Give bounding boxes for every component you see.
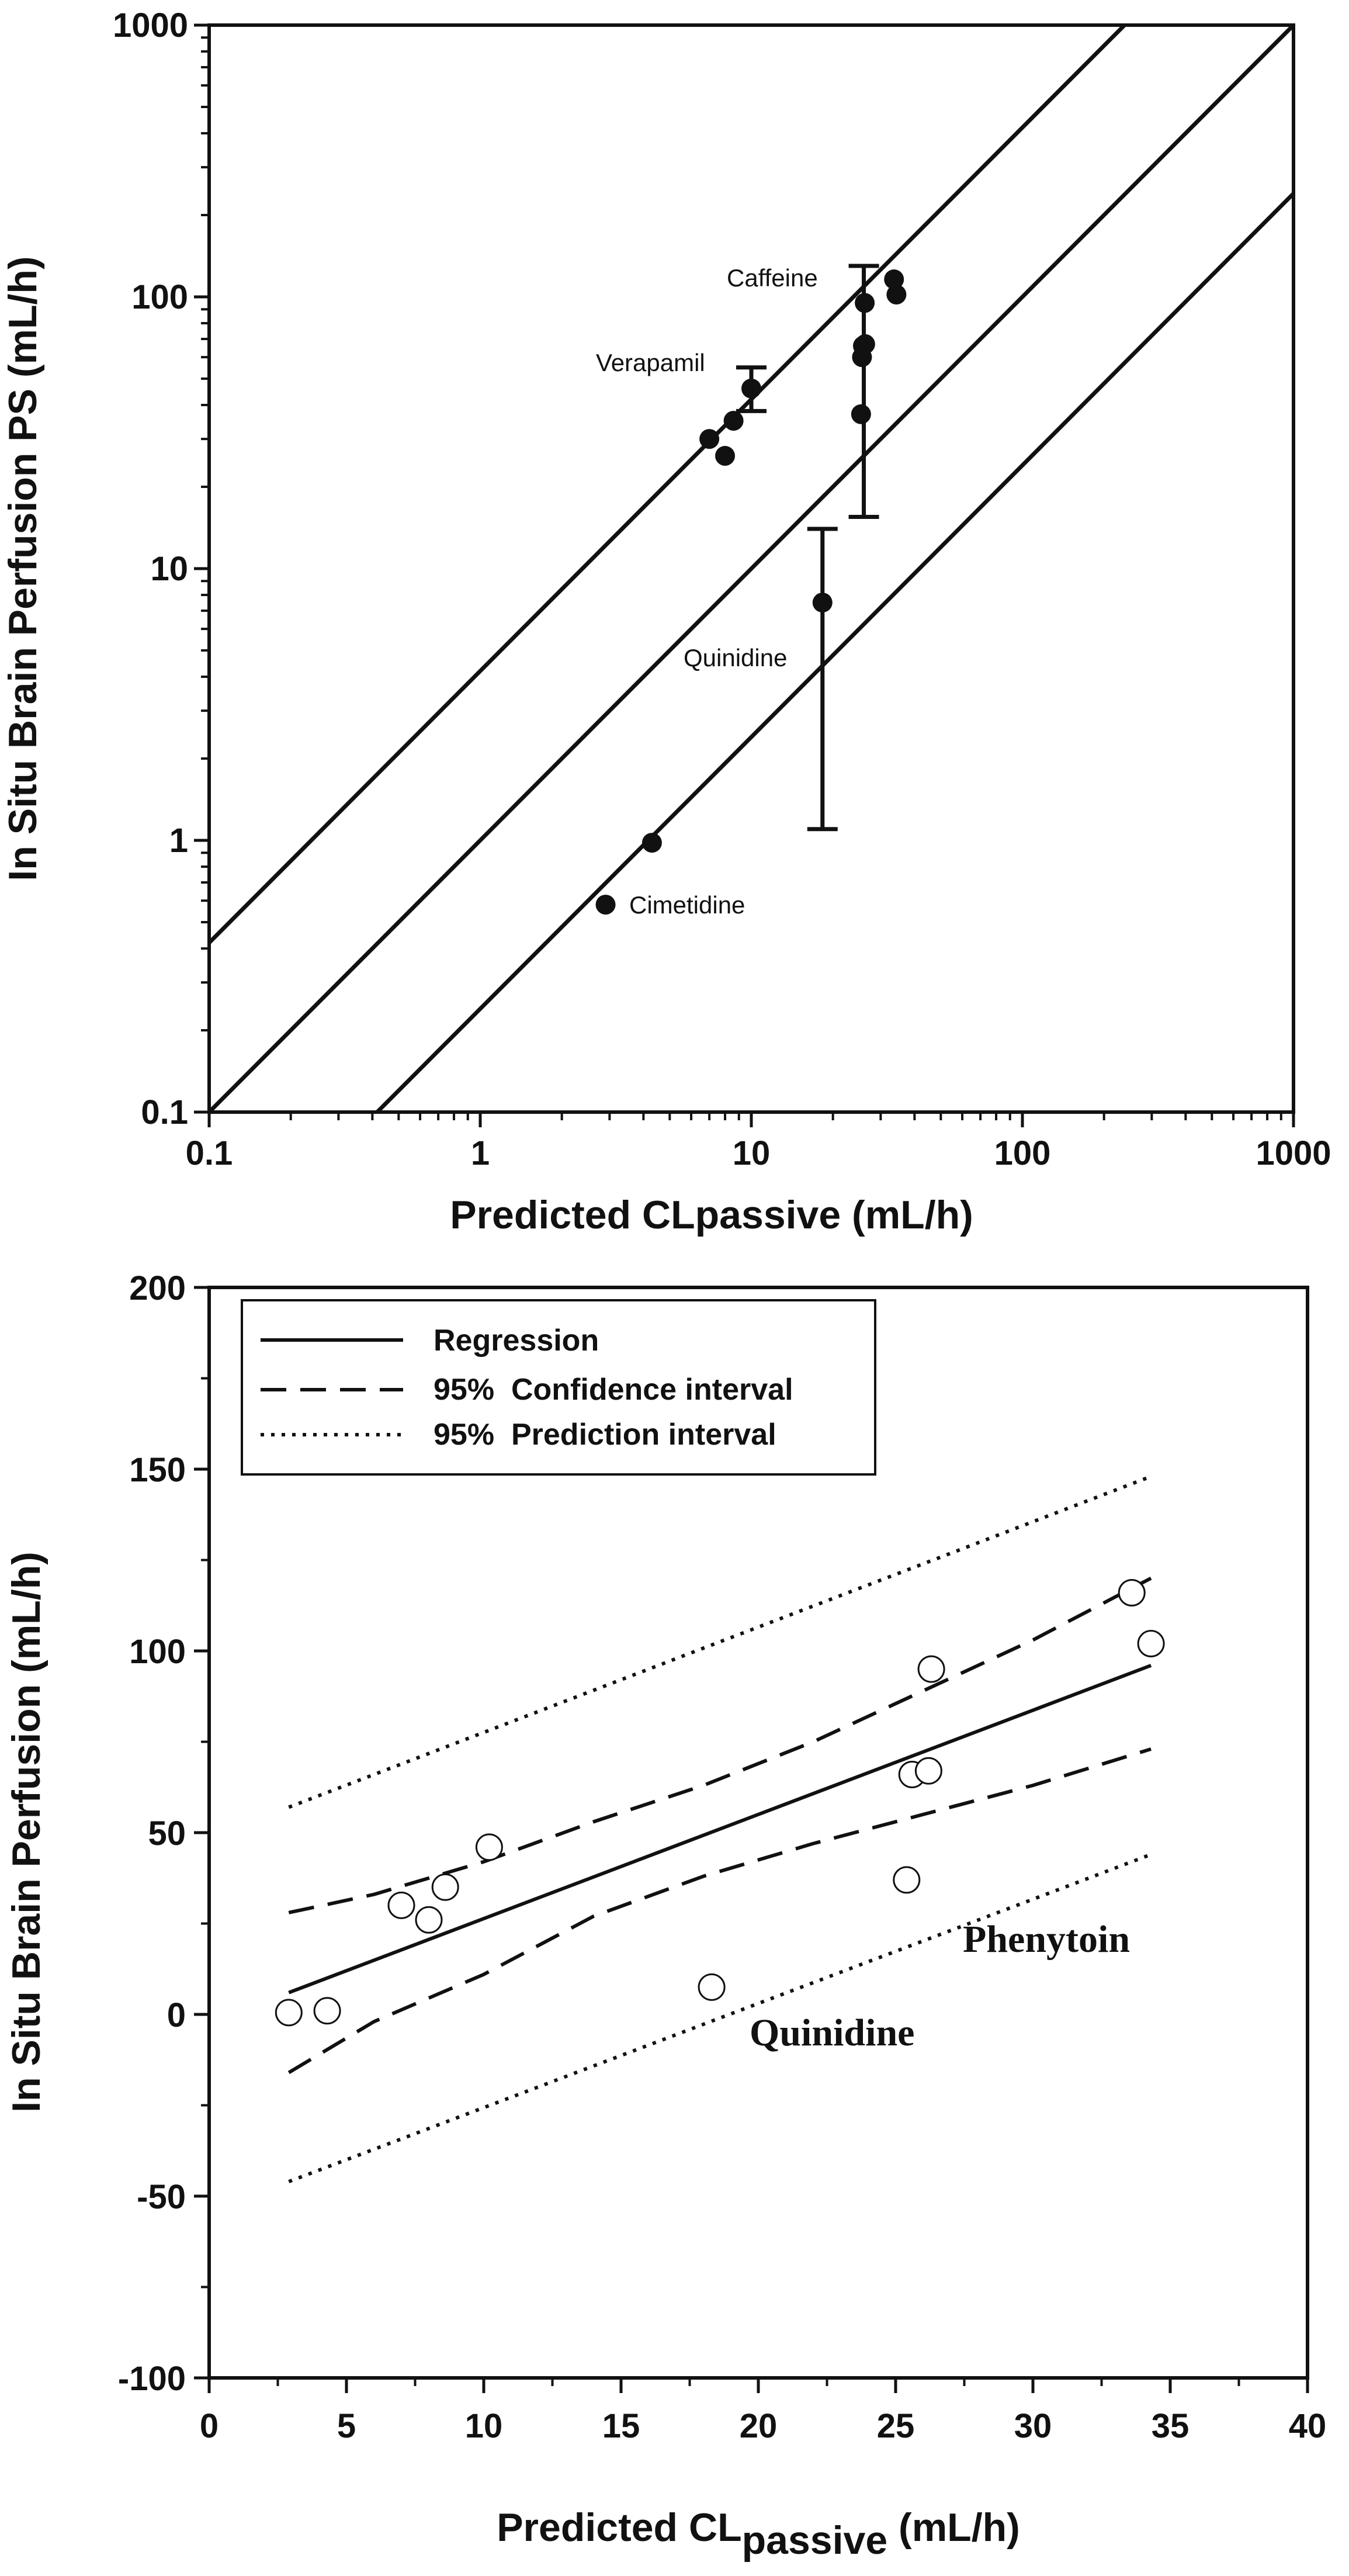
annotation-verapamil: Verapamil [596, 349, 705, 376]
error-bars [736, 264, 879, 832]
data-point [741, 378, 761, 399]
x-tick-label: 100 [994, 1134, 1051, 1172]
confidence-lower-line [287, 1747, 1152, 2075]
x-title-unit: (mL/h) [887, 2505, 1020, 2550]
data-point [851, 404, 871, 424]
annotation-quinidine: Quinidine [684, 644, 787, 671]
top-chart: 0.10.1 1 1 10 10 100 100 1000 1000 Caffeine Vera… [1, 6, 1331, 1237]
top-x-axis-title: Predicted CLpassive (mL/h) [450, 1193, 973, 1237]
y-tick-label: 100 [131, 278, 188, 316]
top-plot-frame [207, 23, 1295, 1114]
data-point [893, 1866, 921, 1894]
data-point [1118, 1578, 1146, 1606]
x-tick-label: 10 [733, 1134, 771, 1172]
axis-ticks: 0 5 10 15 20 25 30 35 40 -100 -50 0 50 100 150 200 [118, 1269, 1326, 2445]
y-tick-label: 1 [169, 822, 188, 860]
x-tick-label: 0 [200, 2407, 219, 2445]
x-tick-label: 30 [1014, 2407, 1052, 2445]
annotation-quinidine: Quinidine [750, 2011, 914, 2054]
data-point [917, 1655, 945, 1683]
legend-label-regression: Regression [434, 1324, 599, 1358]
top-y-axis-title: In Situ Brain Perfusion PS (mL/h) [1, 256, 45, 881]
x-tick-label: 5 [337, 2407, 356, 2445]
bottom-plot-frame [207, 1286, 1309, 2380]
data-point [387, 1891, 415, 1919]
data-point [275, 1999, 303, 2027]
data-point [475, 1833, 503, 1861]
confidence-upper-line [288, 1576, 1152, 1914]
data-point [698, 1973, 726, 2001]
data-point [415, 1906, 443, 1934]
data-point [595, 895, 616, 915]
y-tick-label: -100 [118, 2360, 186, 2398]
annotation-phenytoin: Phenytoin [963, 1918, 1130, 1961]
axis-ticks: 0.10.1 1 1 10 10 100 100 1000 1000 [113, 6, 1331, 1172]
y-tick-label: 0 [167, 1996, 186, 2034]
bottom-chart: 0 5 10 15 20 25 30 35 40 -100 -50 0 50 100 150 200 Regr… [4, 1269, 1326, 2563]
x-title-main: Predicted CL [497, 2505, 741, 2550]
x-tick-label: 40 [1289, 2407, 1327, 2445]
regression-curves [287, 1474, 1152, 2183]
data-point [1137, 1630, 1165, 1658]
data-point [855, 334, 875, 354]
annotation-cimetidine: Cimetidine [629, 891, 745, 919]
y-tick-label: 150 [129, 1451, 186, 1489]
prediction-lower-line [288, 1853, 1152, 2183]
legend-label-confidence: 95% Confidence interval [434, 1373, 793, 1407]
x-tick-label: 1000 [1256, 1134, 1331, 1172]
data-point [855, 293, 875, 313]
data-point [812, 593, 833, 613]
y-tick-label: 0.1 [141, 1093, 188, 1131]
annotation-caffeine: Caffeine [727, 264, 818, 292]
data-point [699, 429, 720, 449]
x-tick-label: 0.1 [186, 1134, 233, 1172]
x-tick-label: 35 [1152, 2407, 1190, 2445]
prediction-upper-line [288, 1474, 1152, 1809]
data-point [884, 269, 904, 290]
x-title-subscript: passive [742, 2518, 888, 2563]
bottom-y-axis-title: In Situ Brain Perfusion (mL/h) [4, 1552, 48, 2113]
legend: Regression 95% Confidence interval 95% P… [241, 1299, 876, 1476]
x-tick-label: 10 [465, 2407, 503, 2445]
regression-line [288, 1664, 1152, 1995]
reference-line [209, 25, 1128, 946]
y-tick-label: 100 [129, 1633, 186, 1671]
data-point [715, 446, 736, 466]
data-point [723, 411, 744, 431]
y-tick-label: 1000 [113, 6, 188, 44]
data-point [914, 1757, 942, 1785]
bottom-x-axis-title: Predicted CLpassive (mL/h) [497, 2505, 1020, 2563]
data-points [595, 269, 907, 915]
reference-line [209, 25, 1293, 1112]
data-points [275, 1578, 1165, 2027]
x-tick-label: 1 [471, 1134, 490, 1172]
y-tick-label: 10 [150, 550, 188, 588]
legend-label-prediction: 95% Prediction interval [434, 1418, 776, 1452]
data-point [313, 1997, 341, 2025]
data-point [431, 1873, 459, 1901]
legend-box [241, 1299, 876, 1476]
y-tick-label: 50 [148, 1815, 186, 1853]
data-point [886, 285, 907, 305]
y-tick-label: -50 [137, 2178, 186, 2216]
reference-line [374, 191, 1293, 1112]
y-tick-label: 200 [129, 1269, 186, 1307]
x-tick-label: 25 [877, 2407, 915, 2445]
data-point [641, 833, 662, 853]
x-tick-label: 20 [740, 2407, 778, 2445]
x-tick-label: 15 [602, 2407, 640, 2445]
